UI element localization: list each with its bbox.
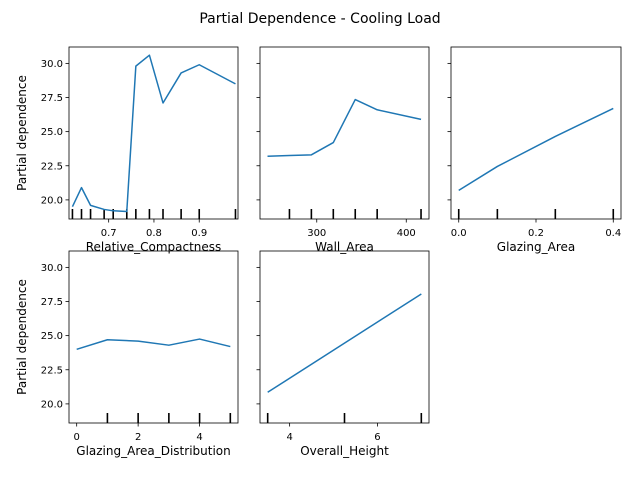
axes-frame [68, 250, 239, 424]
x-axis-label: Glazing_Area [497, 240, 575, 254]
y-tick-label: 25.0 [41, 331, 63, 342]
x-tick-label: 0.7 [101, 228, 117, 239]
axes-frame [68, 46, 239, 220]
axes-frame [450, 46, 622, 220]
y-tick-label: 27.5 [41, 93, 63, 104]
axes-frame [259, 46, 430, 220]
x-tick-label: 4 [196, 432, 202, 443]
pd-series-line [458, 107, 614, 191]
x-axis-label: Overall_Height [300, 444, 389, 458]
y-tick-label: 30.0 [41, 263, 63, 274]
panel-wall-area: 300 400 Wall_Area [256, 46, 430, 254]
x-axis-label: Relative_Compactness [86, 240, 222, 254]
y-tick-label: 27.5 [41, 297, 63, 308]
pd-series-line [71, 54, 236, 213]
y-tick-label: 22.5 [41, 365, 63, 376]
x-tick-label: 0.4 [605, 228, 621, 239]
x-tick-label: 0 [73, 432, 79, 443]
axes-frame [259, 250, 430, 424]
x-axis-label: Glazing_Area_Distribution [76, 444, 230, 458]
panel-glazing-area-distribution: 0 2 4 20.0 22.5 25.0 27.5 30.0 Glazing_Area_Dist… [15, 250, 239, 458]
panel-relative-compactness: 0.7 0.8 0.9 20.0 22.5 25.0 27.5 30.0 Relative_Co… [15, 46, 239, 254]
y-tick-label: 20.0 [41, 195, 63, 206]
y-axis-label: Partial dependence [15, 279, 29, 395]
x-tick-label: 6 [374, 432, 380, 443]
y-tick-label: 25.0 [41, 127, 63, 138]
panel-glazing-area: 0.0 0.2 0.4 Glazing_Area [447, 46, 622, 254]
y-axis-label: Partial dependence [15, 75, 29, 191]
x-tick-label: 0.2 [528, 228, 544, 239]
pd-series-line [267, 293, 422, 393]
x-tick-label: 0.9 [191, 228, 207, 239]
x-tick-label: 300 [307, 228, 326, 239]
y-tick-label: 20.0 [41, 399, 63, 410]
pd-series-line [76, 338, 231, 351]
x-tick-label: 400 [397, 228, 416, 239]
y-tick-label: 30.0 [41, 59, 63, 70]
y-tick-label: 22.5 [41, 161, 63, 172]
pd-series-line [267, 98, 422, 157]
figure-title: Partial Dependence - Cooling Load [199, 11, 440, 27]
x-axis-label: Wall_Area [315, 240, 374, 254]
x-tick-label: 0.0 [451, 228, 467, 239]
x-tick-label: 4 [286, 432, 292, 443]
x-tick-label: 0.8 [146, 228, 162, 239]
x-tick-label: 2 [135, 432, 141, 443]
